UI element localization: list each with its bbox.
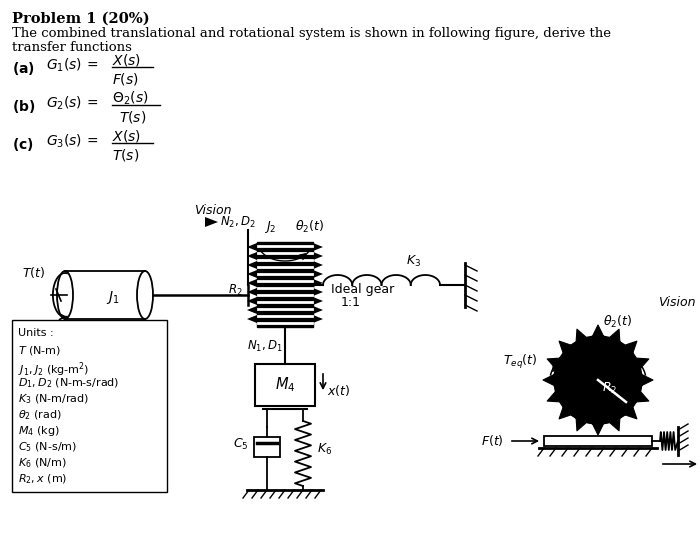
- Text: $T_{eq}(t)$: $T_{eq}(t)$: [503, 353, 538, 371]
- Text: Problem 1 (20%): Problem 1 (20%): [12, 12, 150, 26]
- Text: 1:1: 1:1: [341, 296, 361, 310]
- Polygon shape: [313, 261, 323, 269]
- Bar: [254, 437, 280, 457]
- Text: $G_1(s)\,{=}$: $G_1(s)\,{=}$: [46, 57, 99, 74]
- Text: $\theta_2(t)$: $\theta_2(t)$: [603, 314, 632, 330]
- Text: $M_4$ (kg): $M_4$ (kg): [18, 424, 60, 438]
- Text: $\theta_2(t)$: $\theta_2(t)$: [295, 219, 324, 235]
- Text: $G_3(s)\,{=}$: $G_3(s)\,{=}$: [46, 133, 99, 150]
- Polygon shape: [592, 325, 603, 336]
- Ellipse shape: [57, 271, 73, 319]
- Text: $T(s)$: $T(s)$: [119, 109, 146, 125]
- Text: $\mathbf{(a)}$: $\mathbf{(a)}$: [12, 60, 35, 77]
- Text: $T$ (N-m): $T$ (N-m): [18, 344, 61, 357]
- Text: $J_1, J_2$ (kg-m$^2$): $J_1, J_2$ (kg-m$^2$): [18, 360, 90, 379]
- Text: $\theta_2$ (rad): $\theta_2$ (rad): [18, 408, 62, 422]
- Polygon shape: [313, 270, 323, 278]
- Polygon shape: [625, 407, 637, 419]
- Text: $R_2$: $R_2$: [228, 282, 243, 298]
- Bar: [255, 364, 315, 406]
- Polygon shape: [636, 358, 649, 369]
- Text: $X(s)$: $X(s)$: [112, 128, 141, 144]
- Polygon shape: [247, 252, 257, 260]
- Ellipse shape: [137, 271, 153, 319]
- Polygon shape: [247, 297, 257, 305]
- Text: The combined translational and rotational system is shown in following figure, d: The combined translational and rotationa…: [12, 27, 611, 40]
- Text: Units :: Units :: [18, 328, 54, 338]
- Polygon shape: [543, 374, 554, 386]
- Polygon shape: [247, 279, 257, 287]
- Circle shape: [554, 336, 642, 424]
- Polygon shape: [625, 341, 637, 353]
- Polygon shape: [313, 288, 323, 296]
- Polygon shape: [592, 423, 603, 435]
- Text: $N_1,D_1$: $N_1,D_1$: [247, 339, 283, 354]
- Polygon shape: [313, 306, 323, 314]
- Polygon shape: [247, 315, 257, 323]
- Text: $x(t)$: $x(t)$: [327, 382, 350, 398]
- Text: Vision: Vision: [195, 203, 232, 217]
- Polygon shape: [313, 315, 323, 323]
- Text: $T(t)$: $T(t)$: [22, 265, 45, 281]
- Text: $K_3$: $K_3$: [407, 254, 421, 269]
- Text: $F(s)$: $F(s)$: [112, 71, 139, 87]
- Polygon shape: [247, 288, 257, 296]
- Polygon shape: [610, 418, 620, 431]
- Polygon shape: [559, 341, 571, 353]
- Text: $J_1$: $J_1$: [106, 288, 120, 306]
- Text: $N_2,D_2$: $N_2,D_2$: [220, 214, 256, 230]
- Polygon shape: [547, 392, 560, 402]
- Polygon shape: [642, 374, 653, 386]
- Text: Vision: Vision: [658, 295, 696, 309]
- Text: $C_5$: $C_5$: [233, 437, 249, 452]
- Polygon shape: [247, 261, 257, 269]
- Polygon shape: [559, 407, 571, 419]
- Bar: [544, 436, 652, 446]
- Text: Ideal gear: Ideal gear: [331, 283, 394, 296]
- Text: $R_2$: $R_2$: [603, 381, 617, 395]
- Text: $F(t)$: $F(t)$: [481, 434, 504, 449]
- Text: $R_2, x$ (m): $R_2, x$ (m): [18, 472, 67, 486]
- Text: $\Theta_2(s)$: $\Theta_2(s)$: [112, 90, 148, 107]
- Polygon shape: [636, 392, 649, 402]
- Polygon shape: [313, 279, 323, 287]
- Text: $J_2$: $J_2$: [264, 219, 276, 235]
- Polygon shape: [576, 329, 587, 342]
- Polygon shape: [247, 243, 257, 251]
- Text: $\mathbf{(c)}$: $\mathbf{(c)}$: [12, 136, 34, 153]
- Text: $\mathbf{(b)}$: $\mathbf{(b)}$: [12, 98, 36, 115]
- Polygon shape: [313, 297, 323, 305]
- Polygon shape: [313, 243, 323, 251]
- Text: $X(s)$: $X(s)$: [112, 52, 141, 68]
- Text: $D_1, D_2$ (N-m-s/rad): $D_1, D_2$ (N-m-s/rad): [18, 376, 119, 389]
- Text: $K_6$: $K_6$: [317, 441, 332, 457]
- Text: $M_4$: $M_4$: [274, 376, 295, 394]
- Polygon shape: [205, 217, 218, 227]
- Polygon shape: [313, 252, 323, 260]
- Polygon shape: [247, 270, 257, 278]
- Text: $K_6$ (N/m): $K_6$ (N/m): [18, 456, 66, 470]
- Polygon shape: [610, 329, 620, 342]
- Bar: [65, 271, 145, 319]
- Polygon shape: [576, 418, 587, 431]
- Polygon shape: [547, 358, 560, 369]
- Polygon shape: [247, 306, 257, 314]
- Text: $T(s)$: $T(s)$: [112, 147, 139, 163]
- Bar: [257, 242, 313, 327]
- Text: transfer functions: transfer functions: [12, 41, 132, 54]
- Text: $C_5$ (N-s/m): $C_5$ (N-s/m): [18, 440, 77, 453]
- Text: $G_2(s)\,{=}$: $G_2(s)\,{=}$: [46, 95, 99, 112]
- Bar: [12, 320, 167, 492]
- Text: $K_3$ (N-m/rad): $K_3$ (N-m/rad): [18, 392, 89, 405]
